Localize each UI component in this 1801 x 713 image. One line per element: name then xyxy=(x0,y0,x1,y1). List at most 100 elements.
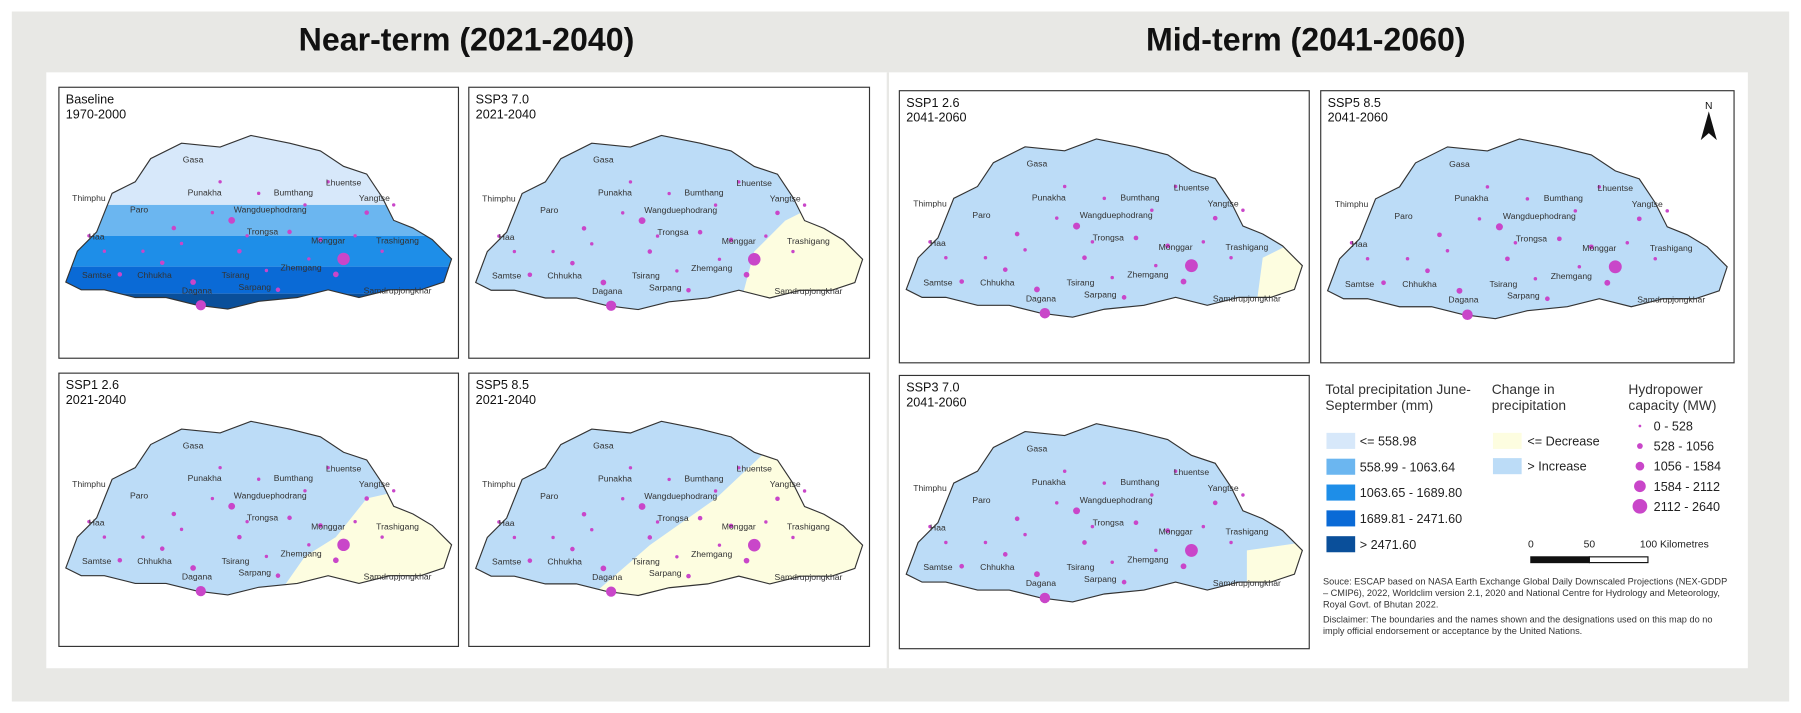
district-label: Haa xyxy=(499,232,515,242)
hydropower-site xyxy=(655,234,660,238)
legend-label: <= Decrease xyxy=(1527,434,1599,448)
hydropower-site xyxy=(1505,256,1510,262)
district-label: Thimphu xyxy=(913,198,947,208)
legend-title-box: Total precipitation June-Septermber (mm) xyxy=(1325,381,1471,414)
hydropower-site xyxy=(983,256,988,260)
hydropower-site xyxy=(326,465,330,470)
district-label: Punakha xyxy=(598,187,632,197)
hydropower-site xyxy=(1102,196,1107,201)
hydropower-site xyxy=(195,586,206,597)
district-label: Trongsa xyxy=(1093,517,1124,527)
hydropower-site xyxy=(1665,209,1669,213)
district-label: Wangduephodrang xyxy=(1080,210,1153,220)
hydropower-site xyxy=(1588,244,1594,250)
panel-title: Baseline xyxy=(66,92,114,106)
district-label: Dagana xyxy=(1026,578,1056,588)
hydropower-site xyxy=(237,534,242,540)
scale-label: 0 xyxy=(1528,540,1534,551)
district-label: Paro xyxy=(540,491,558,501)
hydropower-site xyxy=(667,477,671,482)
district-label: Paro xyxy=(130,205,148,215)
hydropower-site xyxy=(1437,232,1442,238)
district-label: Monggar xyxy=(722,236,756,246)
district-label: Trashigang xyxy=(787,522,830,532)
hydropower-site xyxy=(1445,249,1450,253)
hydropower-site xyxy=(1110,275,1114,280)
hydropower-site xyxy=(512,249,517,254)
panel-title: SSP3 7.0 xyxy=(476,92,529,106)
district-label: Wangduephodrang xyxy=(234,205,307,215)
hydropower-site xyxy=(380,535,384,539)
district-label: Sarpang xyxy=(239,282,272,292)
hydropower-site xyxy=(1133,520,1139,526)
district-label: Gasa xyxy=(1027,443,1048,453)
hydropower-site xyxy=(337,252,350,266)
hydropower-site xyxy=(697,229,703,235)
hydropower-site xyxy=(353,519,357,524)
hydropower-site xyxy=(1082,255,1087,261)
district-label: Samdrupjongkhar xyxy=(364,572,432,582)
hydropower-site xyxy=(605,300,617,311)
district-label: Samdrupjongkhar xyxy=(364,286,432,296)
hydropower-site xyxy=(983,540,988,545)
hydropower-site xyxy=(1133,235,1139,241)
hydropower-site xyxy=(245,234,249,238)
district-label: Zhemgang xyxy=(1127,270,1168,280)
district-label: Bumthang xyxy=(1120,192,1159,202)
district-label: Thimphu xyxy=(1335,199,1369,209)
legend-label: 558.99 - 1063.64 xyxy=(1360,460,1455,474)
district-label: Bumthang xyxy=(1120,477,1159,487)
hydropower-site xyxy=(1212,500,1218,506)
hydropower-site xyxy=(141,249,145,253)
district-label: Gasa xyxy=(183,154,204,164)
hydropower-site xyxy=(675,555,679,559)
district-label: Dagana xyxy=(182,286,212,296)
hydropower-site xyxy=(1201,240,1206,244)
hydropower-site xyxy=(303,203,307,207)
district-label: Zhemgang xyxy=(691,549,732,559)
hydropower-site xyxy=(717,257,722,262)
hydropower-site xyxy=(1349,241,1354,245)
district-label: Yangtse xyxy=(359,479,390,489)
hydropower-site xyxy=(159,546,165,551)
hydropower-site xyxy=(1154,263,1158,268)
district-label: Yangtse xyxy=(1208,483,1239,493)
hydropower-site xyxy=(802,203,807,207)
legend-swatch xyxy=(1492,458,1522,475)
hydropower-site xyxy=(748,538,761,552)
panel-period: 1970-2000 xyxy=(66,107,126,121)
hydropower-site xyxy=(1180,278,1187,285)
district-label: Haa xyxy=(930,238,946,248)
scale-bar xyxy=(1588,556,1649,564)
hydropower-site xyxy=(686,287,691,293)
hydropower-site xyxy=(1090,524,1095,529)
hydropower-site xyxy=(141,535,145,539)
district-label: Monggar xyxy=(1582,243,1616,253)
hydropower-site xyxy=(748,253,761,266)
hydropower-site xyxy=(1533,277,1538,281)
district-label: Zhemgang xyxy=(1551,271,1592,281)
district-label: Bumthang xyxy=(274,473,313,483)
hydropower-site xyxy=(944,256,948,260)
hydropower-site xyxy=(1577,265,1582,269)
legend-title-box: Change in precipitation xyxy=(1492,381,1566,413)
hydropower-site xyxy=(256,477,261,481)
hydropower-site xyxy=(364,496,369,501)
hydropower-site xyxy=(102,535,107,539)
hydropower-site xyxy=(1212,215,1218,221)
district-label: Trongsa xyxy=(657,227,688,237)
hydropower-site xyxy=(743,271,750,278)
legend-label: 2112 - 2640 xyxy=(1654,500,1720,514)
hydropower-site xyxy=(364,210,369,215)
legend-title: Total precipitation June-Septermber (mm) xyxy=(1325,381,1471,414)
hydropower-site xyxy=(117,557,123,563)
district-label: Yangtse xyxy=(770,193,801,203)
hydropower-site xyxy=(717,543,722,547)
hydropower-site xyxy=(600,279,607,286)
hydropower-site xyxy=(1597,185,1602,189)
hydropower-site xyxy=(333,557,339,564)
district-label: Bumthang xyxy=(274,187,313,197)
hydropower-site xyxy=(1102,481,1107,485)
district-label: Tsirang xyxy=(1067,277,1095,287)
